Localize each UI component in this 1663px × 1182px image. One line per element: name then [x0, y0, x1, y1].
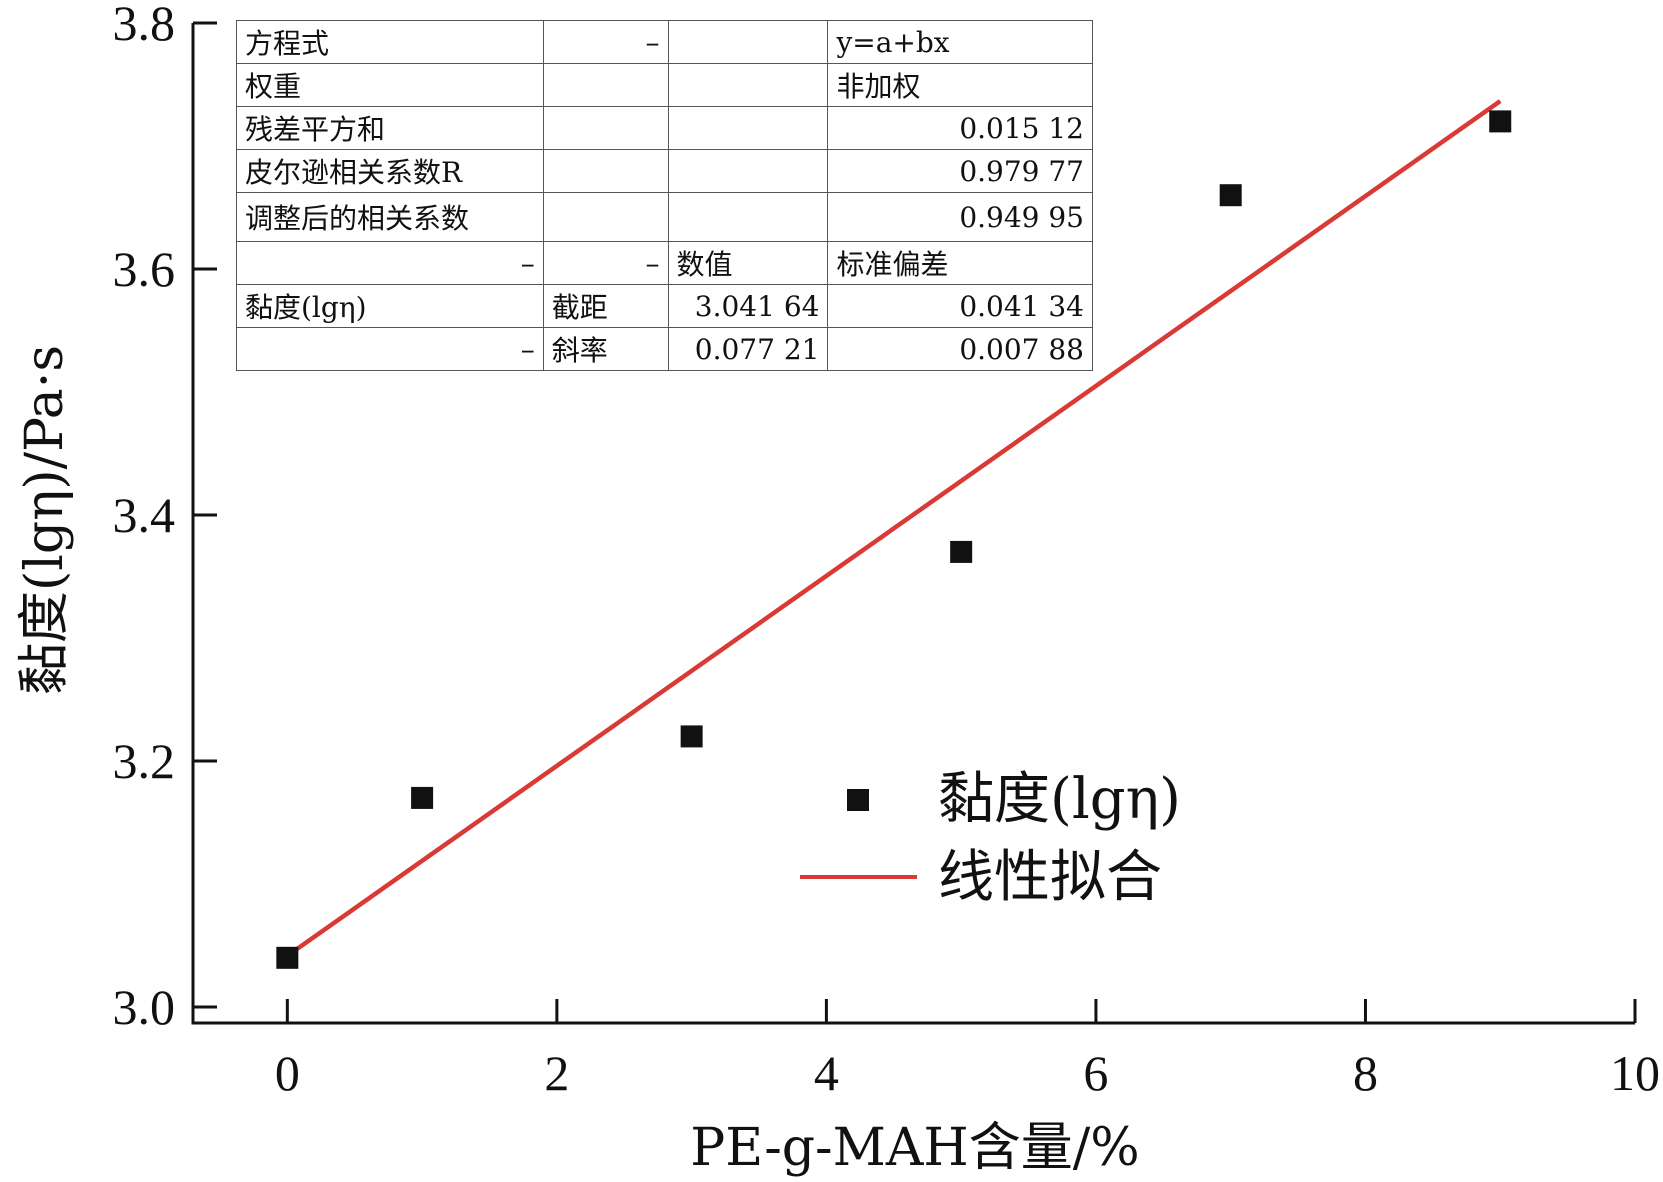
x-tick-label: 8 [1353, 1045, 1378, 1101]
table-cell: – [542, 20, 669, 64]
y-axis-title: 黏度(lgη)/Pa·s [15, 345, 75, 695]
y-tick-label: 3.2 [113, 733, 176, 789]
table-cell: 0.979 77 [827, 149, 1093, 193]
y-tick-label: 3.8 [113, 0, 176, 51]
table-row: 皮尔逊相关系数R 0.979 77 [236, 149, 1093, 193]
table-cell: 残差平方和 [236, 106, 544, 150]
table-cell [667, 63, 829, 107]
table-cell: 0.007 88 [827, 327, 1093, 371]
data-point [950, 540, 973, 563]
table-cell: 3.041 64 [667, 284, 829, 328]
table-cell [667, 192, 829, 242]
table-cell: 斜率 [542, 327, 669, 371]
points-layer [276, 110, 1512, 969]
table-cell: – [236, 241, 544, 285]
table-cell: – [542, 241, 669, 285]
data-point [276, 946, 299, 969]
table-cell [667, 149, 829, 193]
data-point [411, 786, 434, 809]
table-cell: 0.015 12 [827, 106, 1093, 150]
y-tick-label: 3.4 [113, 487, 176, 543]
table-cell: 标准偏差 [827, 241, 1093, 285]
table-cell: 0.949 95 [827, 192, 1093, 242]
table-cell [667, 106, 829, 150]
legend-label-line: 线性拟合 [938, 845, 1162, 910]
fit-line-layer [286, 99, 1502, 958]
table-cell: y=a+bx [827, 20, 1093, 64]
table-row: 方程式 – y=a+bx [236, 20, 1093, 64]
legend: 黏度(lgη) 线性拟合 [800, 767, 1181, 910]
table-cell: 调整后的相关系数 [236, 192, 544, 242]
legend-marker-scatter [847, 789, 869, 811]
table-row: – 斜率 0.077 21 0.007 88 [236, 327, 1093, 371]
x-tick-label: 6 [1083, 1045, 1108, 1101]
fit-statistics-table: 方程式 – y=a+bx 权重 非加权 残差平方和 0.015 12 皮尔逊相关系数R 0.97… [236, 20, 1093, 371]
table-row: – – 数值 标准偏差 [236, 241, 1093, 285]
fit-line [286, 99, 1502, 958]
table-cell [542, 106, 669, 150]
table-cell [667, 20, 829, 64]
axes: 0 2 4 6 8 10 3.0 3.2 3.4 3.6 3.8 [113, 0, 1661, 1101]
x-axis-title: PE-g-MAH含量/% [690, 1118, 1139, 1178]
table-cell: 0.077 21 [667, 327, 829, 371]
data-point [1489, 110, 1512, 133]
x-tick-label: 4 [814, 1045, 839, 1101]
table-cell: 黏度(lgη) [236, 284, 544, 328]
table-cell [542, 149, 669, 193]
table-cell: 权重 [236, 63, 544, 107]
table-cell: 非加权 [827, 63, 1093, 107]
legend-label-scatter: 黏度(lgη) [938, 767, 1181, 832]
table-row: 残差平方和 0.015 12 [236, 106, 1093, 150]
table-cell: 截距 [542, 284, 669, 328]
table-cell: 皮尔逊相关系数R [236, 149, 544, 193]
data-point [680, 725, 703, 748]
y-tick-label: 3.0 [113, 979, 176, 1035]
table-row: 权重 非加权 [236, 63, 1093, 107]
data-point [1219, 184, 1242, 207]
table-row: 调整后的相关系数 0.949 95 [236, 192, 1093, 242]
table-cell: 0.041 34 [827, 284, 1093, 328]
x-tick-label: 0 [275, 1045, 300, 1101]
table-cell [542, 63, 669, 107]
table-cell [542, 192, 669, 242]
x-tick-label: 10 [1610, 1045, 1660, 1101]
y-tick-label: 3.6 [113, 241, 176, 297]
table-cell: 数值 [667, 241, 829, 285]
table-cell: 方程式 [236, 20, 544, 64]
x-tick-label: 2 [544, 1045, 569, 1101]
table-row: 黏度(lgη) 截距 3.041 64 0.041 34 [236, 284, 1093, 328]
table-cell: – [236, 327, 544, 371]
